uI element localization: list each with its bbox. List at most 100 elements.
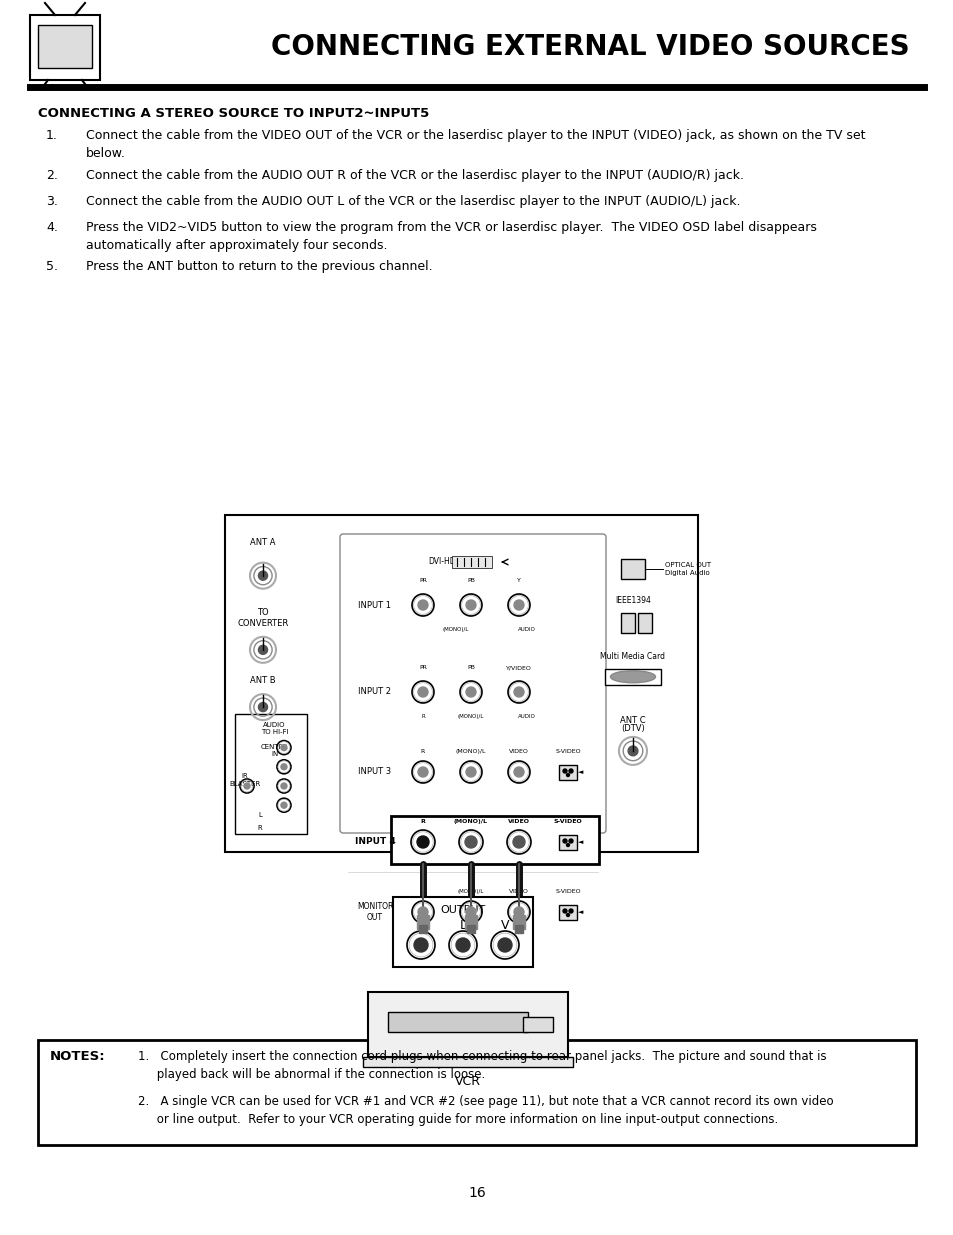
Text: TO: TO — [257, 609, 269, 618]
Text: PR: PR — [418, 664, 427, 671]
Text: VCR: VCR — [455, 1074, 480, 1088]
Bar — [30, 15, 100, 80]
Text: R: R — [420, 748, 425, 755]
Text: ANT B: ANT B — [250, 676, 275, 685]
Text: ◄: ◄ — [578, 839, 583, 845]
Circle shape — [513, 836, 524, 847]
Circle shape — [280, 802, 287, 809]
Circle shape — [281, 745, 287, 751]
Circle shape — [244, 783, 250, 789]
Bar — [363, 1057, 573, 1067]
Bar — [464, 915, 476, 929]
Text: INPUT 1: INPUT 1 — [358, 600, 391, 610]
Circle shape — [417, 836, 428, 847]
Bar — [391, 816, 598, 864]
Text: PB: PB — [467, 578, 475, 583]
Text: AUDIO: AUDIO — [517, 714, 536, 719]
Circle shape — [514, 600, 523, 610]
Text: INPUT 3: INPUT 3 — [358, 767, 391, 777]
Circle shape — [281, 803, 287, 808]
Text: R: R — [416, 919, 425, 932]
Text: Connect the cable from the AUDIO OUT L of the VCR or the laserdisc player to the: Connect the cable from the AUDIO OUT L o… — [86, 195, 740, 207]
Text: R: R — [257, 825, 262, 831]
Text: ANT A: ANT A — [250, 537, 275, 547]
Text: INPUT 2: INPUT 2 — [358, 688, 391, 697]
Circle shape — [568, 909, 573, 913]
Text: V: V — [500, 919, 509, 932]
Bar — [393, 897, 533, 967]
Text: ◄: ◄ — [578, 909, 583, 915]
Circle shape — [568, 839, 573, 844]
Text: 4.: 4. — [46, 221, 58, 233]
Text: IR
BLASTER: IR BLASTER — [229, 773, 260, 787]
Text: Connect the cable from the AUDIO OUT R of the VCR or the laserdisc player to the: Connect the cable from the AUDIO OUT R o… — [86, 169, 743, 182]
Text: L: L — [258, 811, 262, 818]
Bar — [558, 764, 577, 779]
Circle shape — [280, 783, 287, 789]
Circle shape — [465, 687, 476, 697]
Text: CONNECTING EXTERNAL VIDEO SOURCES: CONNECTING EXTERNAL VIDEO SOURCES — [271, 33, 909, 61]
Text: AUDIO: AUDIO — [414, 934, 432, 939]
Text: CONVERTER: CONVERTER — [237, 619, 289, 627]
Text: Multi Media Card: Multi Media Card — [599, 652, 665, 661]
Circle shape — [417, 687, 428, 697]
Circle shape — [514, 906, 523, 918]
Circle shape — [498, 939, 511, 951]
Bar — [467, 925, 475, 932]
Bar — [620, 613, 635, 632]
Circle shape — [281, 763, 287, 769]
Circle shape — [456, 939, 470, 952]
Circle shape — [466, 906, 476, 916]
Text: CENTER
IN: CENTER IN — [260, 743, 288, 757]
Text: 2.: 2. — [46, 169, 58, 182]
Text: R: R — [420, 714, 424, 719]
Circle shape — [417, 767, 428, 777]
Circle shape — [417, 906, 428, 916]
Text: CONNECTING A STEREO SOURCE TO INPUT2~INPUT5: CONNECTING A STEREO SOURCE TO INPUT2~INP… — [38, 107, 429, 120]
Bar — [416, 915, 429, 929]
Circle shape — [566, 844, 569, 846]
Circle shape — [258, 703, 267, 711]
Text: 1.   Completely insert the connection cord plugs when connecting to rear panel j: 1. Completely insert the connection cord… — [138, 1050, 825, 1081]
Text: (MONO)/L: (MONO)/L — [442, 627, 469, 632]
Text: AUDIO
TO HI-FI: AUDIO TO HI-FI — [260, 722, 288, 735]
Text: (MONO)/L: (MONO)/L — [457, 889, 484, 894]
Circle shape — [465, 836, 476, 847]
Circle shape — [464, 836, 476, 848]
Text: Connect the cable from the VIDEO OUT of the VCR or the laserdisc player to the I: Connect the cable from the VIDEO OUT of … — [86, 128, 864, 161]
Circle shape — [514, 767, 523, 777]
Text: 16: 16 — [468, 1186, 485, 1200]
Text: INPUT 4: INPUT 4 — [355, 837, 395, 846]
Text: OUTPUT: OUTPUT — [440, 905, 485, 915]
Bar — [513, 915, 524, 929]
Circle shape — [497, 939, 512, 952]
Circle shape — [281, 783, 287, 789]
Bar — [418, 925, 427, 932]
Circle shape — [513, 836, 524, 848]
Bar — [620, 559, 644, 579]
Circle shape — [514, 600, 523, 610]
Circle shape — [514, 687, 523, 697]
Circle shape — [562, 909, 566, 913]
Text: L: L — [459, 919, 466, 932]
Circle shape — [568, 769, 573, 773]
Circle shape — [258, 571, 267, 580]
Text: ◄: ◄ — [578, 769, 583, 776]
Circle shape — [456, 939, 469, 951]
Text: 1.: 1. — [46, 128, 58, 142]
Circle shape — [417, 600, 428, 610]
Circle shape — [465, 600, 476, 610]
Text: PR: PR — [418, 578, 427, 583]
Bar — [638, 613, 651, 632]
Text: 5.: 5. — [46, 261, 58, 273]
Text: S-VIDEO: S-VIDEO — [553, 819, 581, 824]
Text: Y/VIDEO: Y/VIDEO — [505, 664, 532, 671]
Text: MONITOR
OUT: MONITOR OUT — [356, 903, 393, 921]
Text: VIDEO: VIDEO — [509, 748, 528, 755]
Text: AUDIO: AUDIO — [517, 627, 536, 632]
Circle shape — [414, 939, 428, 952]
Bar — [38, 1040, 915, 1145]
Circle shape — [466, 687, 476, 697]
Text: 2.   A single VCR can be used for VCR #1 and VCR #2 (see page 11), but note that: 2. A single VCR can be used for VCR #1 a… — [138, 1095, 833, 1126]
Bar — [515, 925, 522, 932]
